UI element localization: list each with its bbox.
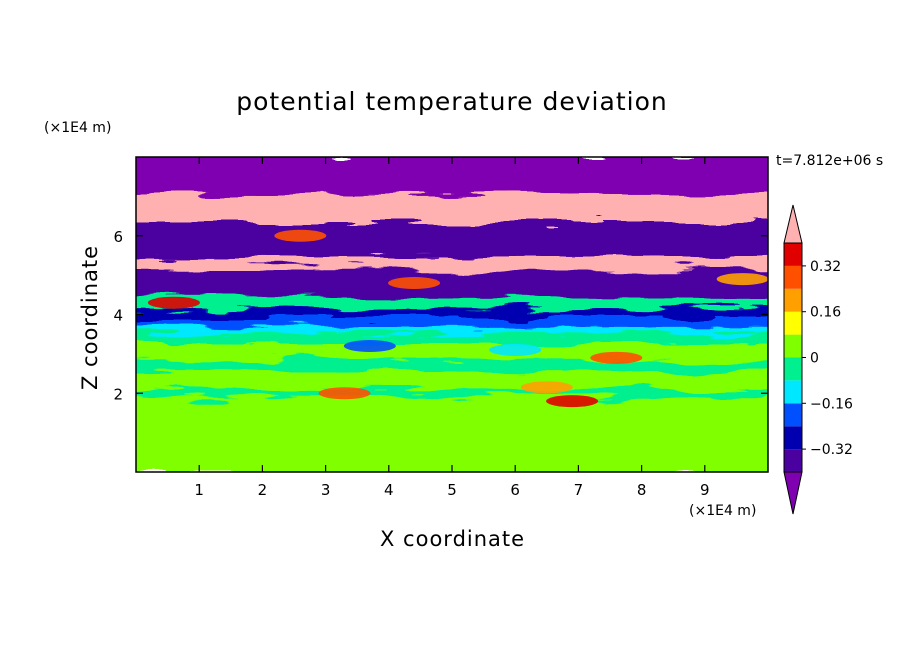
x-tick-label-5: 5 (447, 481, 457, 499)
z-axis-ticks: 2 4 6 (113, 228, 768, 403)
colorbar-segment-0 (784, 449, 802, 472)
z-tick-label-2: 2 (113, 385, 123, 403)
colorbar-segment-8 (784, 265, 802, 289)
colorbar-tick-label-0: 0.32 (810, 259, 841, 275)
colorbar-tick-label-4: −0.32 (810, 442, 853, 458)
field-band-2 (136, 367, 768, 390)
x-tick-label-2: 2 (258, 481, 268, 499)
field-feature-0 (546, 395, 599, 408)
colorbar-lower-extension (783, 471, 803, 515)
x-axis-ticks: 1 2 3 4 5 6 7 8 9 (194, 157, 710, 499)
field-band-7 (136, 314, 768, 327)
contour-features (147, 229, 768, 408)
colorbar-segment-1 (784, 426, 802, 450)
field-band-13 (136, 190, 768, 222)
field-band-1 (136, 385, 768, 398)
x-tick-label-3: 3 (321, 481, 331, 499)
colorbar-upper-extension (783, 204, 803, 244)
chart-title: potential temperature deviation (236, 87, 668, 116)
z-axis-unit: (×1E4 m) (44, 120, 112, 136)
field-band-10 (136, 265, 768, 297)
field-band-6 (136, 322, 768, 333)
colorbar-tick-label-1: 0.16 (810, 305, 841, 321)
time-label: t=7.812e+06 s (776, 153, 884, 169)
colorbar: 0.32 0.16 0 −0.16 −0.32 (783, 204, 853, 515)
field-bands (136, 157, 768, 472)
colorbar-segment-2 (784, 403, 802, 427)
z-tick-label-6: 6 (113, 228, 123, 246)
x-tick-label-6: 6 (510, 481, 520, 499)
field-feature-9 (489, 343, 542, 356)
colorbar-tick-label-3: −0.16 (810, 396, 853, 412)
field-feature-6 (716, 273, 768, 286)
field-band-0 (136, 393, 768, 472)
z-axis-label: Z coordinate (78, 244, 102, 390)
field-feature-5 (388, 277, 441, 289)
colorbar-segment-6 (784, 311, 802, 335)
field-feature-3 (318, 387, 371, 400)
field-feature-8 (343, 340, 396, 352)
x-tick-label-7: 7 (574, 481, 584, 499)
x-axis-label: X coordinate (380, 527, 526, 551)
colorbar-segment-5 (784, 334, 802, 358)
colorbar-tick-label-2: 0 (810, 351, 819, 367)
field-band-12 (136, 218, 768, 258)
z-tick-label-4: 4 (113, 307, 123, 325)
field-feature-7 (147, 296, 200, 309)
colorbar-segment-3 (784, 380, 802, 404)
x-tick-label-8: 8 (637, 481, 647, 499)
x-tick-label-1: 1 (194, 481, 204, 499)
field-feature-2 (590, 351, 643, 364)
field-feature-1 (520, 381, 573, 394)
colorbar-segment-7 (784, 288, 802, 312)
x-tick-label-4: 4 (384, 481, 394, 499)
colorbar-segment-9 (784, 243, 802, 266)
contour-field (136, 157, 768, 472)
field-feature-4 (274, 229, 327, 242)
x-tick-label-9: 9 (700, 481, 710, 499)
colorbar-segment-4 (784, 357, 802, 381)
x-axis-unit: (×1E4 m) (689, 503, 757, 519)
